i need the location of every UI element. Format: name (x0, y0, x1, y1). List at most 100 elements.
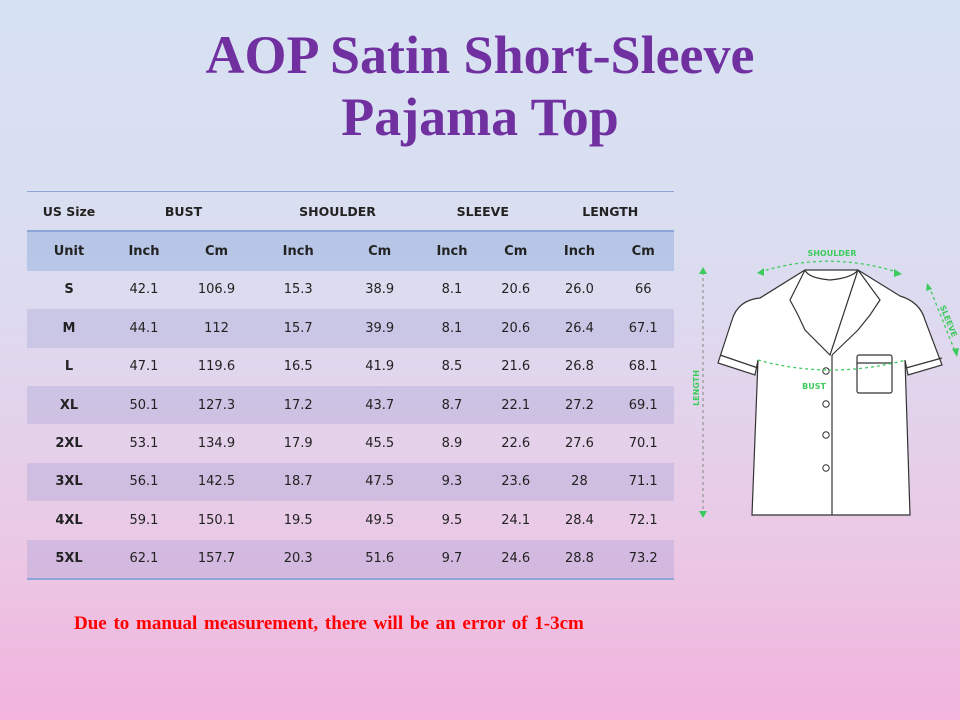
page-title-line2: Pajama Top (341, 87, 619, 147)
table-row: 4XL 59.1 150.1 19.5 49.5 9.5 24.1 28.4 72.1 (27, 501, 674, 539)
measurement-cell: 9.3 (441, 474, 463, 490)
measurement-cell: 17.2 (283, 397, 313, 413)
table-row: 2XL 53.1 134.9 17.9 45.5 8.9 22.6 27.6 70.1 (27, 424, 674, 462)
unit-cell: Cm (504, 244, 528, 260)
measurement-cell: 20.3 (283, 551, 313, 567)
measurement-cell: 41.9 (365, 359, 395, 375)
measurement-cell: 15.3 (283, 282, 313, 298)
measurement-cell: 42.1 (129, 282, 159, 298)
measurement-cell: 38.9 (365, 282, 395, 298)
header-shoulder: SHOULDER (299, 203, 376, 219)
measurement-cell: 22.6 (501, 436, 531, 452)
measurement-cell: 69.1 (628, 397, 658, 413)
measurement-cell: 28.8 (564, 551, 594, 567)
measurement-cell: 44.1 (129, 320, 159, 336)
size-cell: 2XL (55, 436, 83, 452)
arrowhead-icon (894, 269, 902, 277)
header-sleeve: SLEEVE (456, 203, 509, 219)
measurement-cell: 59.1 (129, 512, 159, 528)
measurement-cell: 49.5 (365, 512, 395, 528)
table-row: L 47.1 119.6 16.5 41.9 8.5 21.6 26.8 68.1 (27, 348, 674, 386)
measurement-cell: 16.5 (283, 359, 313, 375)
unit-cell: Cm (631, 244, 655, 260)
bust-line (757, 359, 907, 371)
size-cell: M (62, 320, 76, 336)
size-cell: S (64, 282, 74, 298)
measurement-note: Due to manual measurement, there will be… (74, 613, 584, 634)
size-cell: 4XL (55, 512, 83, 528)
measurement-cell: 53.1 (129, 436, 159, 452)
measurement-cell: 106.9 (197, 282, 236, 298)
measurement-cell: 8.5 (441, 359, 463, 375)
header-us-size: US Size (42, 203, 96, 219)
arrowhead-icon (952, 348, 959, 357)
table-row: XL 50.1 127.3 17.2 43.7 8.7 22.1 27.2 69.1 (27, 385, 674, 425)
measurement-cell: 47.5 (365, 474, 395, 490)
measurement-cell: 62.1 (129, 551, 159, 567)
measurement-cell: 26.0 (564, 282, 594, 298)
measurement-cell: 18.7 (283, 474, 313, 490)
measurement-cell: 9.5 (441, 512, 463, 528)
measurement-cell: 50.1 (129, 397, 159, 413)
measurement-cell: 150.1 (197, 512, 236, 528)
measurement-cell: 20.6 (501, 320, 531, 336)
measurement-cell: 28 (571, 474, 588, 490)
unit-row: Unit Inch Cm Inch Cm Inch Cm Inch Cm (27, 231, 674, 271)
measurement-cell: 26.4 (564, 320, 594, 336)
measurement-cell: 17.9 (283, 436, 313, 452)
size-cell: 3XL (55, 474, 83, 490)
measurement-cell: 27.2 (564, 397, 594, 413)
measurement-cell: 119.6 (197, 359, 236, 375)
measurement-cell: 71.1 (628, 474, 658, 490)
measurement-cell: 127.3 (197, 397, 236, 413)
shirt-diagram: SHOULDER SLEEVE BUST LENGTH (692, 249, 959, 518)
arrowhead-icon (757, 268, 764, 276)
length-label: LENGTH (692, 370, 701, 406)
shoulder-label: SHOULDER (807, 249, 856, 258)
measurement-cell: 72.1 (628, 512, 658, 528)
header-bust: BUST (164, 203, 203, 219)
measurement-cell: 26.8 (564, 359, 594, 375)
measurement-cell: 28.4 (564, 512, 594, 528)
size-cell: L (64, 359, 74, 375)
measurement-cell: 23.6 (501, 474, 531, 490)
measurement-cell: 134.9 (197, 436, 236, 452)
bust-label: BUST (802, 382, 826, 391)
measurement-cell: 8.1 (441, 320, 463, 336)
measurement-cell: 24.6 (501, 551, 531, 567)
size-cell: XL (59, 397, 79, 413)
page-title-line1: AOP Satin Short-Sleeve (205, 25, 755, 85)
header-length: LENGTH (582, 203, 639, 219)
measurement-cell: 8.7 (441, 397, 463, 413)
table-header-row: US Size BUST SHOULDER SLEEVE LENGTH (27, 192, 674, 232)
measurement-cell: 22.1 (501, 397, 531, 413)
sleeve-arrow (928, 285, 957, 355)
measurement-cell: 15.7 (283, 320, 313, 336)
button-icons (822, 367, 830, 472)
table-row: 5XL 62.1 157.7 20.3 51.6 9.7 24.6 28.8 73.2 (27, 539, 674, 579)
unit-cell: Inch (282, 244, 314, 260)
table-row: 3XL 56.1 142.5 18.7 47.5 9.3 23.6 28 71.1 (27, 462, 674, 502)
size-cell: 5XL (55, 551, 83, 567)
table-row: M 44.1 112 15.7 39.9 8.1 20.6 26.4 67.1 (27, 309, 674, 348)
measurement-cell: 112 (204, 320, 229, 336)
unit-cell: Inch (128, 244, 160, 260)
measurement-cell: 73.2 (628, 551, 658, 567)
unit-cell: Cm (204, 244, 229, 260)
measurement-cell: 27.6 (564, 436, 594, 452)
table-row: S 42.1 106.9 15.3 38.9 8.1 20.6 26.0 66 (27, 271, 674, 309)
measurement-cell: 66 (634, 282, 652, 298)
measurement-cell: 20.6 (501, 282, 531, 298)
measurement-cell: 24.1 (501, 512, 531, 528)
measurement-cell: 9.7 (441, 551, 463, 567)
measurement-cell: 8.1 (441, 282, 463, 298)
measurement-cell: 45.5 (365, 436, 395, 452)
arrowhead-icon (926, 283, 932, 291)
measurement-cell: 39.9 (365, 320, 395, 336)
measurement-cell: 51.6 (365, 551, 395, 567)
measurement-cell: 70.1 (628, 436, 658, 452)
measurement-cell: 43.7 (365, 397, 395, 413)
measurement-cell: 8.9 (441, 436, 463, 452)
measurement-cell: 19.5 (283, 512, 313, 528)
measurement-cell: 47.1 (129, 359, 159, 375)
